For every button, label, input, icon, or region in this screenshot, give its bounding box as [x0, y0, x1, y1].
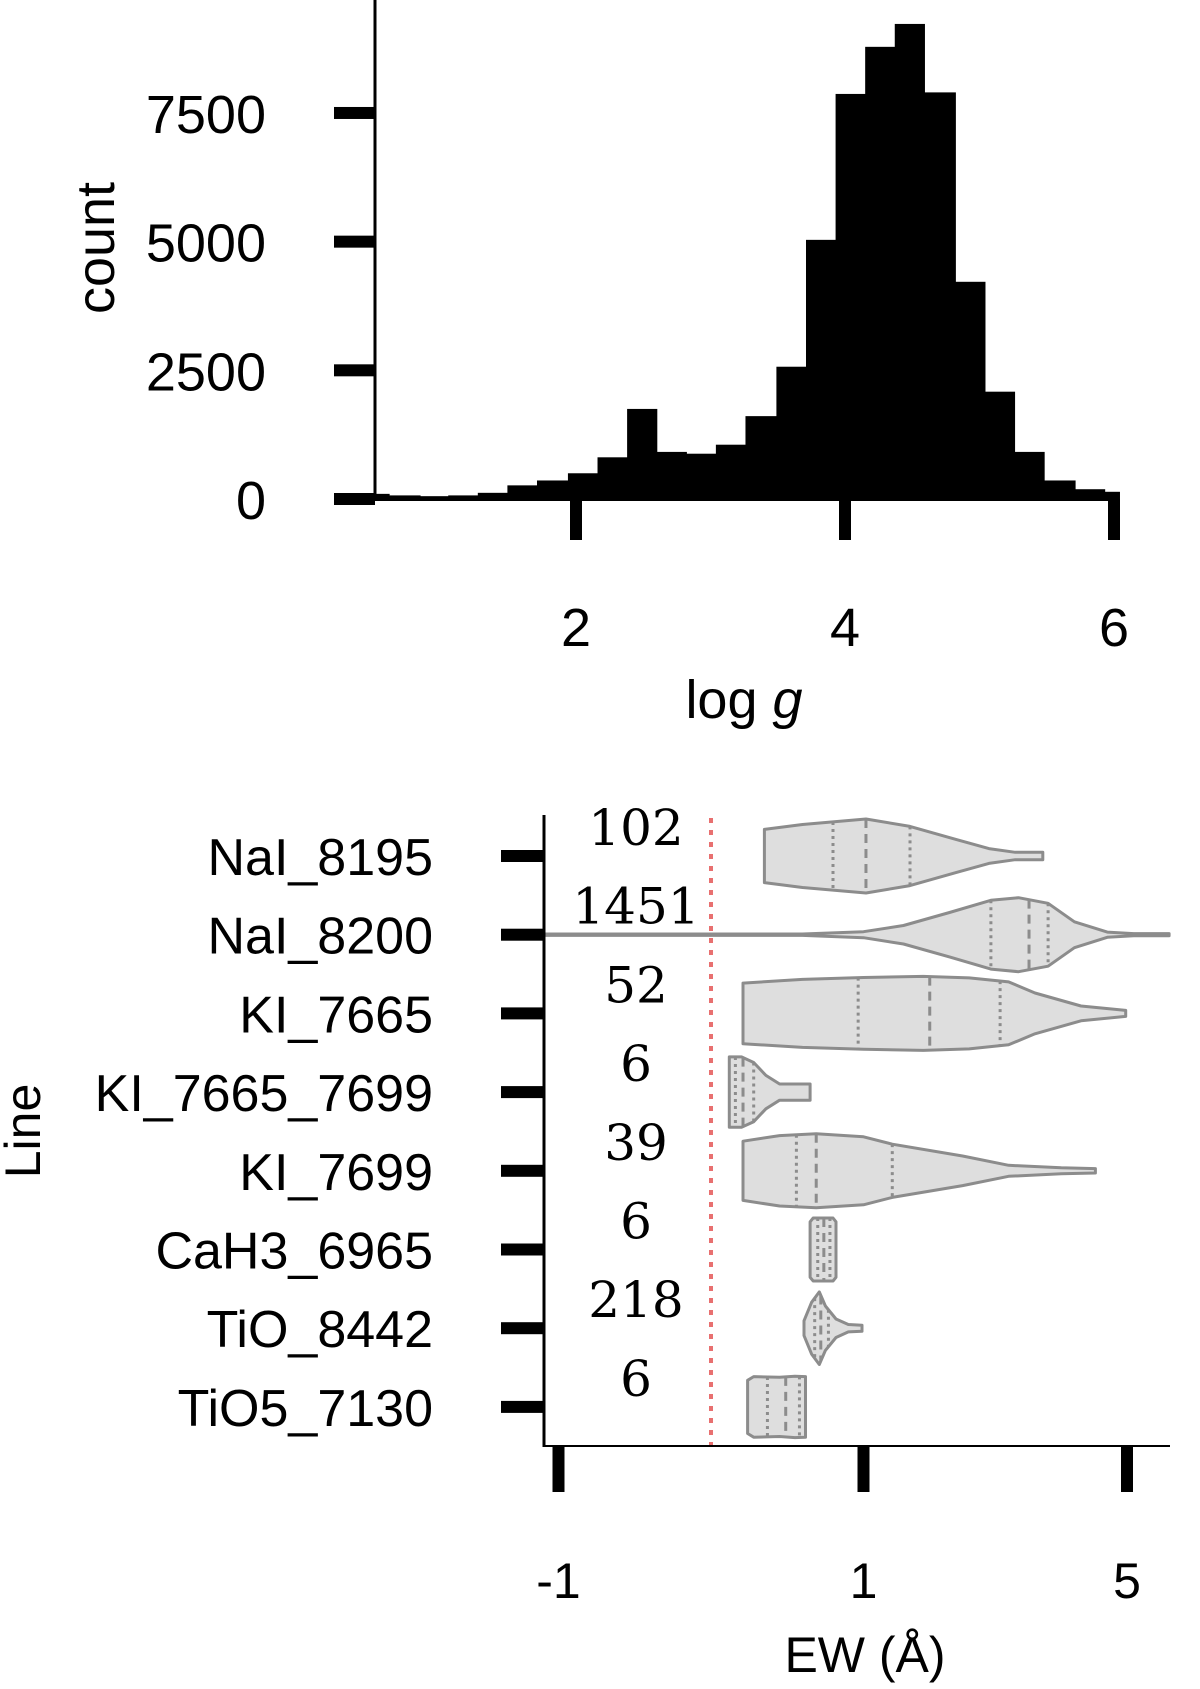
violin-count-label: 218: [588, 1271, 683, 1329]
violin-body: [741, 1132, 1097, 1210]
histogram-bar: [1074, 489, 1106, 499]
histogram-bar: [507, 485, 538, 499]
y-tick-mark: [501, 1007, 544, 1020]
violin-ki_7665: 52: [604, 956, 1128, 1052]
histogram-bar: [955, 281, 986, 499]
histogram-bar: [865, 46, 896, 499]
y-tick-mark: [334, 364, 375, 377]
histogram-bar: [627, 408, 658, 499]
y-tick-mark: [501, 850, 544, 862]
y-tick-mark: [501, 1322, 544, 1335]
violin-count-label: 1451: [572, 878, 699, 936]
histogram-bar: [715, 444, 747, 499]
violin-ki_7699: 39: [604, 1114, 1097, 1210]
histogram-bar: [389, 495, 421, 499]
x-tick-mark: [857, 1446, 870, 1492]
histogram-bar: [1044, 480, 1076, 499]
x-tick-mark: [839, 499, 851, 540]
y-tick-label: 0: [236, 471, 266, 531]
violin-count-label: 39: [604, 1114, 668, 1172]
violin-count-label: 102: [588, 799, 683, 857]
violin-body: [802, 1290, 864, 1366]
histogram-bar: [745, 416, 778, 499]
histogram-bar: [1104, 491, 1120, 499]
y-tick-label: NaI_8200: [207, 908, 433, 966]
histogram-bar: [924, 92, 956, 500]
violin-cah3_6965: 6: [620, 1193, 838, 1283]
histogram-bar: [448, 495, 479, 499]
histogram-bar: [894, 23, 925, 500]
hist-x-ticks: 2 4 6: [561, 499, 1129, 658]
x-tick-mark: [1121, 1446, 1133, 1492]
x-tick-label: 5: [1113, 1553, 1141, 1609]
violin-nai_8195: 102: [588, 799, 1045, 895]
x-tick-mark: [552, 1446, 565, 1492]
violin-panel: 102 1451 52 6 39 6 218 6 NaI_8195 NaI_8200 KI_766…: [0, 799, 1171, 1683]
violin-tio5_7130: 6: [620, 1350, 807, 1440]
histogram-bar: [536, 480, 569, 499]
y-tick-mark: [501, 1086, 544, 1099]
y-tick-mark: [501, 1243, 544, 1256]
violin-count-label: 52: [604, 956, 668, 1014]
violin-x-ticks: -1 1 5: [536, 1446, 1141, 1609]
x-tick-mark: [570, 499, 582, 540]
y-tick-label: TiO5_7130: [178, 1380, 433, 1438]
x-tick-label: -1: [536, 1553, 580, 1609]
histogram-bar: [686, 453, 717, 499]
x-tick-label: 2: [561, 598, 591, 658]
y-tick-mark: [501, 1164, 544, 1177]
y-tick-mark: [334, 493, 375, 505]
violin-y-label: Line: [0, 1084, 51, 1179]
histogram-bar: [567, 473, 599, 499]
y-tick-label: NaI_8195: [207, 829, 433, 887]
hist-y-label: count: [66, 182, 126, 314]
y-tick-label: 7500: [146, 85, 266, 145]
y-tick-mark: [501, 1400, 544, 1413]
histogram-bar: [776, 366, 807, 499]
histogram-bar: [419, 496, 449, 499]
histogram-bar: [805, 239, 837, 499]
y-tick-mark: [334, 235, 375, 248]
violin-tio_8442: 218: [588, 1271, 864, 1366]
histogram-bar: [374, 493, 390, 499]
violin-count-label: 6: [620, 1350, 652, 1408]
y-tick-label: KI_7699: [239, 1144, 433, 1202]
violin-nai_8200: 1451: [541, 878, 1171, 974]
x-tick-label: 4: [830, 598, 860, 658]
violin-body: [541, 896, 1171, 974]
histogram-bar: [477, 492, 509, 499]
hist-y-ticks: 0 2500 5000 7500: [146, 85, 375, 531]
histogram-bar: [597, 457, 628, 499]
y-tick-label: KI_7665_7699: [95, 1065, 433, 1123]
hist-x-label: log g: [685, 670, 802, 730]
y-tick-mark: [334, 106, 375, 119]
violin-body: [746, 1374, 807, 1440]
histogram-panel: 0 2500 5000 7500 2 4 6 log g count: [66, 0, 1129, 730]
violin-body: [741, 974, 1128, 1052]
violin-x-label: EW (Å): [784, 1627, 945, 1683]
violins: 102 1451 52 6 39 6 218 6: [541, 799, 1171, 1440]
y-tick-label: 5000: [146, 214, 266, 274]
y-tick-label: CaH3_6965: [155, 1223, 433, 1281]
y-tick-label: KI_7665: [239, 986, 433, 1044]
violin-body: [762, 817, 1045, 895]
y-tick-label: TiO_8442: [207, 1301, 433, 1359]
y-tick-mark: [501, 928, 544, 941]
violin-count-label: 6: [620, 1193, 652, 1251]
histogram-bar: [984, 391, 1016, 499]
histogram-bar: [835, 93, 866, 500]
histogram-bar: [656, 451, 687, 499]
x-tick-mark: [1108, 499, 1120, 540]
histogram-bars: [374, 23, 1120, 500]
violin-count-label: 6: [620, 1035, 652, 1093]
violin-ki_7665_7699: 6: [620, 1035, 812, 1129]
x-tick-label: 1: [850, 1553, 878, 1609]
violin-body: [727, 1055, 812, 1129]
x-tick-label: 6: [1099, 598, 1129, 658]
violin-y-ticks: NaI_8195 NaI_8200 KI_7665 KI_7665_7699 KI_76…: [95, 829, 544, 1438]
y-tick-label: 2500: [146, 342, 266, 402]
histogram-bar: [1014, 451, 1045, 499]
